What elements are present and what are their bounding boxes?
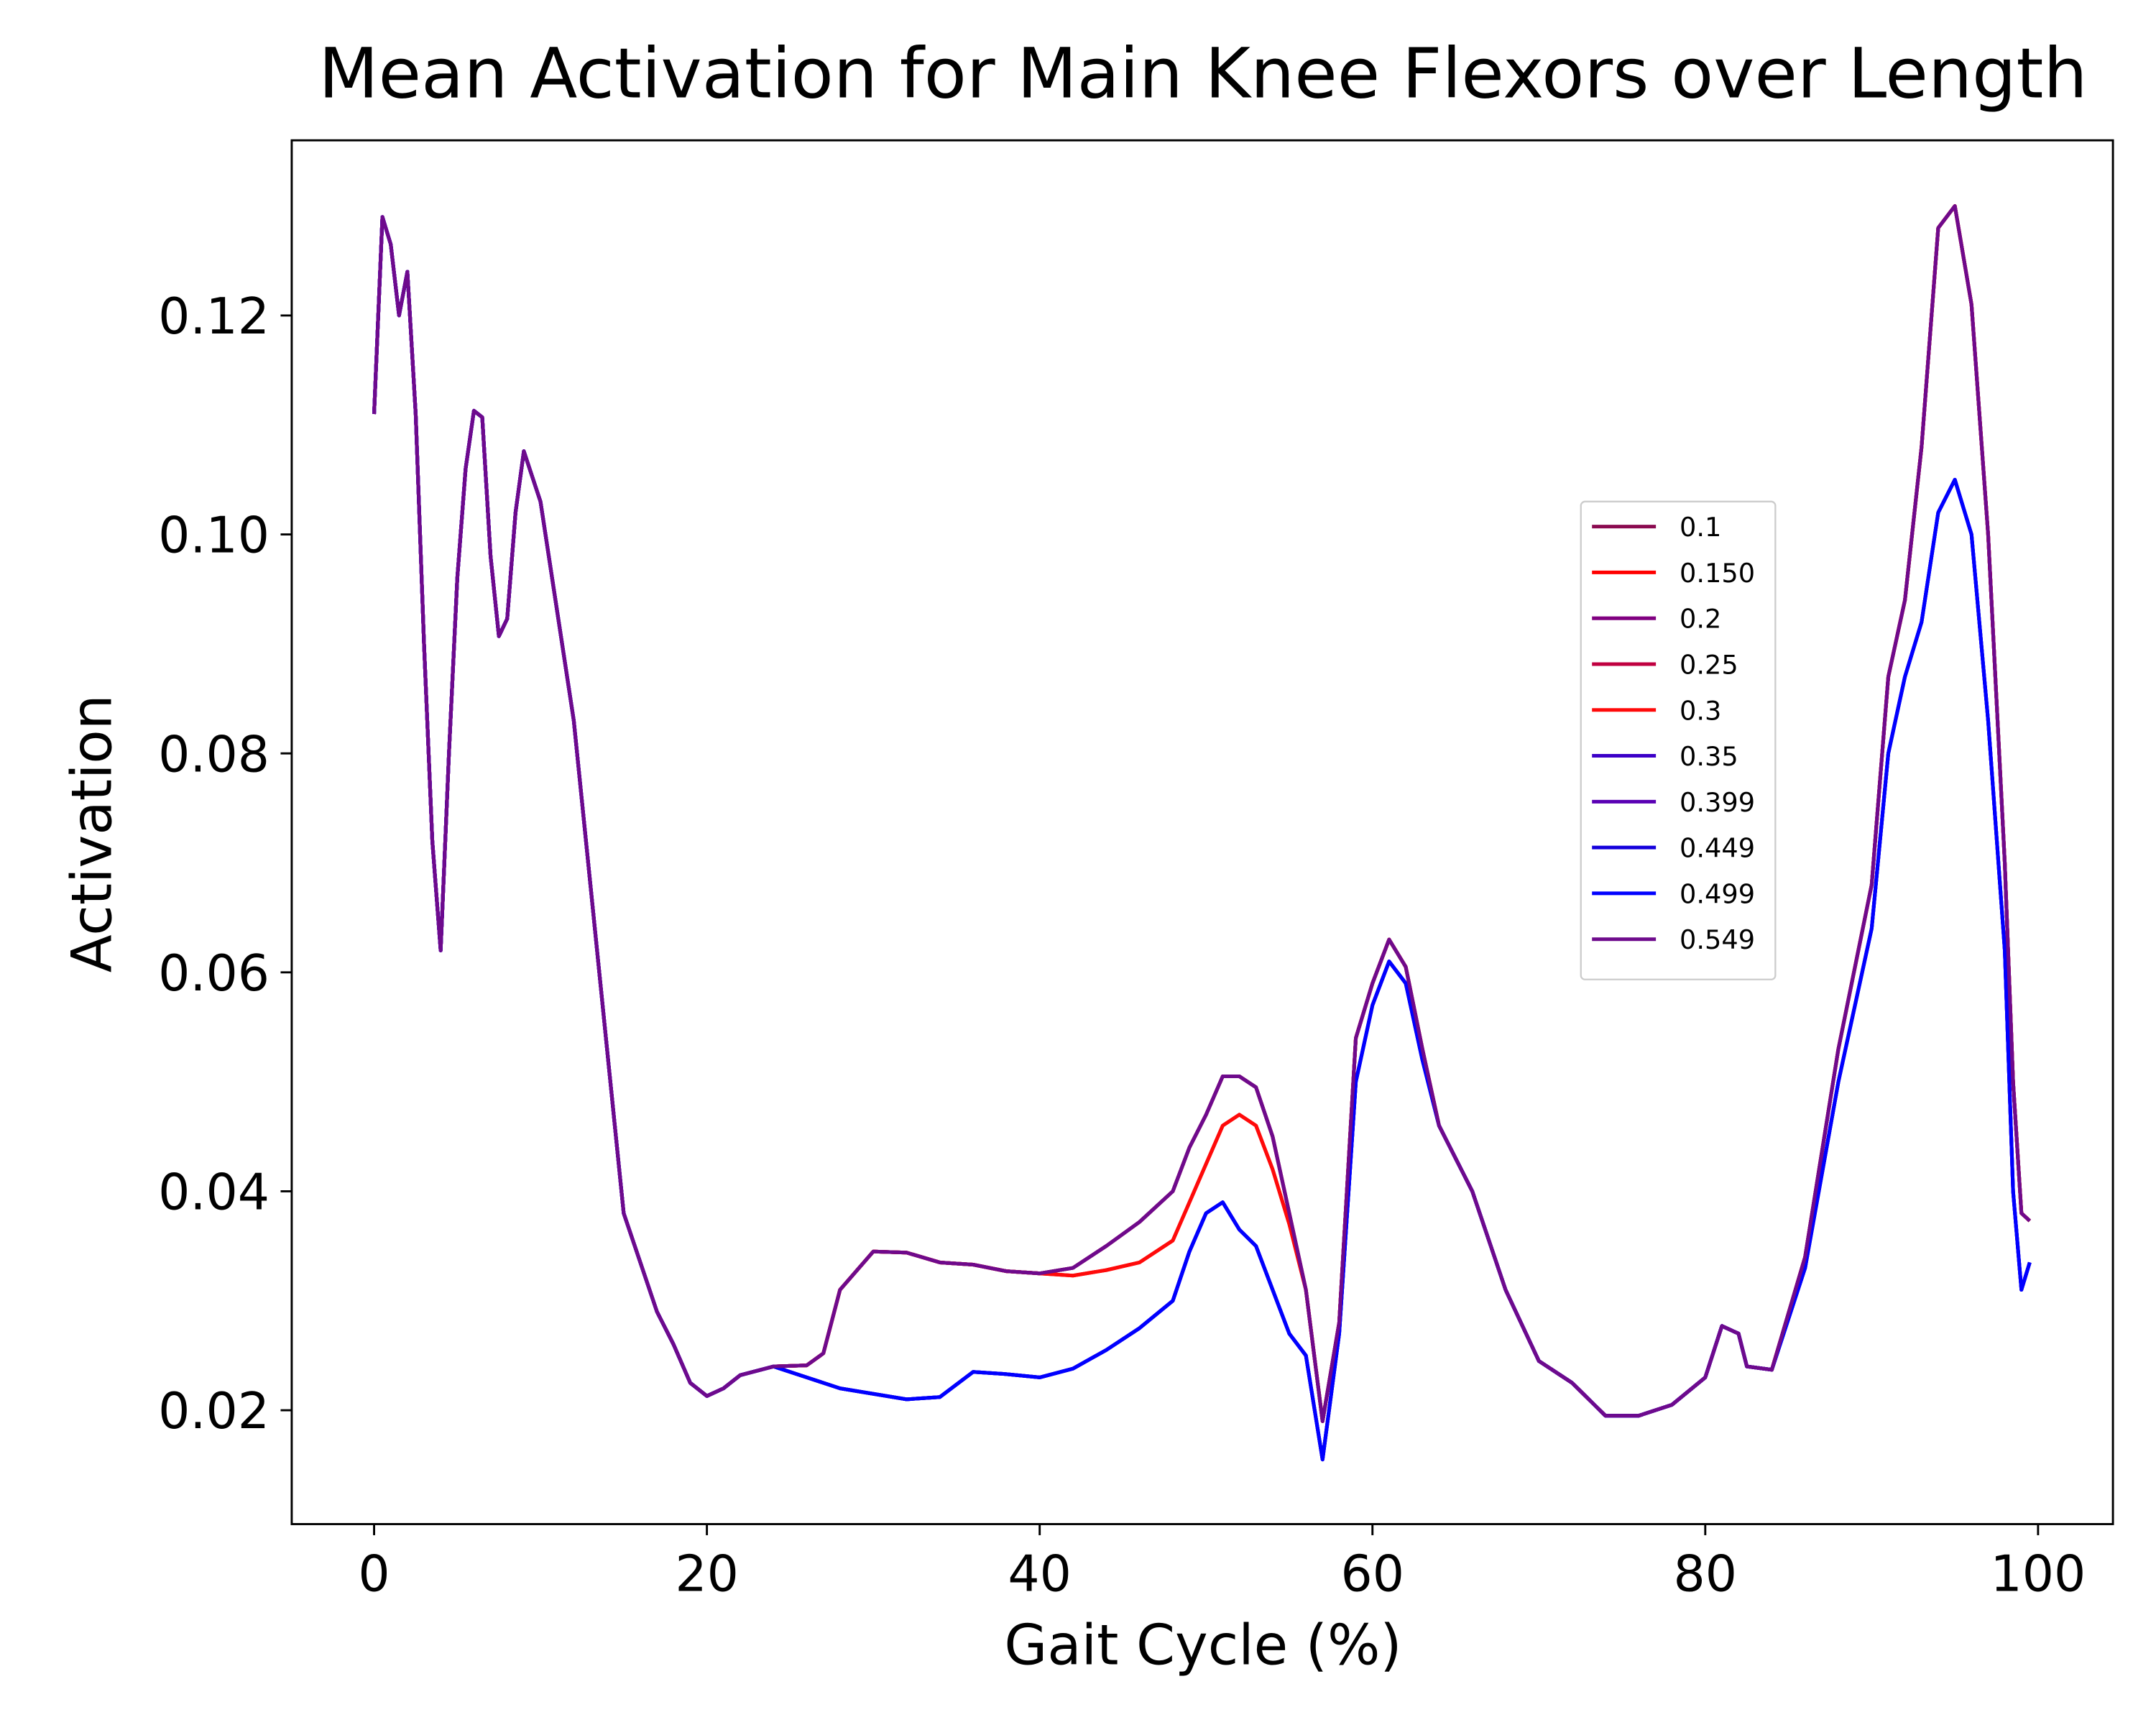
y-tick-label: 0.10 <box>158 507 270 565</box>
x-tick-label: 80 <box>1674 1545 1738 1603</box>
y-axis-label: Activation <box>60 694 125 972</box>
x-axis-label: Gait Cycle (%) <box>1004 1614 1401 1678</box>
series-line <box>372 204 2032 1423</box>
plot-frame <box>290 139 2114 1525</box>
y-tick-label: 0.06 <box>158 944 270 1003</box>
series-line <box>372 215 2032 1462</box>
y-tick-label: 0.12 <box>158 288 270 346</box>
y-tick-label: 0.08 <box>158 725 270 783</box>
series-line <box>372 204 2032 1423</box>
legend-label: 0.549 <box>1680 924 1755 955</box>
y-tick-label: 0.02 <box>158 1382 270 1440</box>
y-tick-label: 0.04 <box>158 1164 270 1222</box>
legend-label: 0.449 <box>1680 833 1755 864</box>
legend-label: 0.3 <box>1680 695 1721 726</box>
legend-label: 0.2 <box>1680 604 1721 635</box>
chart-title: Mean Activation for Main Knee Flexors ov… <box>318 32 2087 114</box>
legend-label: 0.499 <box>1680 878 1755 909</box>
x-tick-label: 20 <box>675 1545 739 1603</box>
series-line <box>372 204 2032 1423</box>
x-tick-label: 0 <box>358 1545 390 1603</box>
legend-label: 0.1 <box>1680 512 1721 543</box>
series-line <box>372 204 2032 1423</box>
series-line <box>372 215 2032 1462</box>
series-line <box>372 215 2032 1462</box>
series-line <box>372 215 2032 1462</box>
legend-label: 0.399 <box>1680 787 1755 818</box>
series-line <box>372 204 2032 1423</box>
x-tick-label: 100 <box>1990 1545 2086 1603</box>
legend-label: 0.150 <box>1680 558 1755 589</box>
legend-label: 0.35 <box>1680 741 1738 772</box>
x-tick-label: 60 <box>1340 1545 1404 1603</box>
legend-label: 0.25 <box>1680 650 1738 681</box>
legend-box <box>1580 500 1777 980</box>
x-tick-label: 40 <box>1008 1545 1072 1603</box>
series-line <box>372 204 2032 1423</box>
